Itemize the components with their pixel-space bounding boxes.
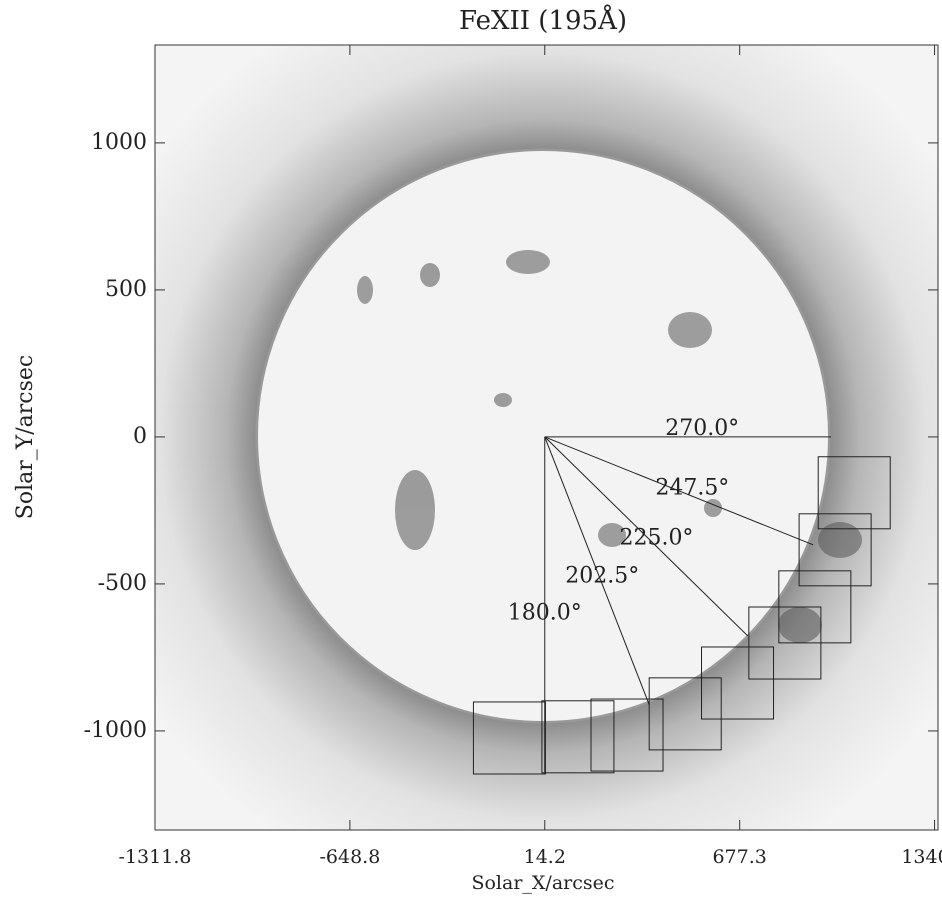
ray-label: 270.0° bbox=[665, 416, 739, 441]
ray-label: 247.5° bbox=[655, 475, 729, 500]
chart: FeXII (195Å) Solar_X/arcsec Solar_Y/arcs… bbox=[0, 0, 942, 897]
y-tick-label: -1000 bbox=[84, 718, 147, 743]
ray-label: 180.0° bbox=[508, 601, 582, 626]
y-tick-label: 1000 bbox=[91, 130, 147, 155]
y-tick-label: 500 bbox=[105, 277, 147, 302]
y-tick-label: -500 bbox=[98, 571, 147, 596]
ray-label: 225.0° bbox=[619, 525, 693, 550]
x-tick-label: 677.3 bbox=[712, 846, 766, 868]
x-tick-label: 1340.3 bbox=[901, 846, 942, 868]
x-tick-label: -648.8 bbox=[319, 846, 380, 868]
chart-title: FeXII (195Å) bbox=[459, 4, 627, 36]
ray-label: 202.5° bbox=[565, 563, 639, 588]
x-axis-label: Solar_X/arcsec bbox=[471, 872, 614, 894]
y-axis-label: Solar_Y/arcsec bbox=[13, 355, 38, 520]
x-tick-label: -1311.8 bbox=[119, 846, 192, 868]
y-tick-label: 0 bbox=[133, 424, 147, 449]
x-tick-label: 14.2 bbox=[524, 846, 566, 868]
